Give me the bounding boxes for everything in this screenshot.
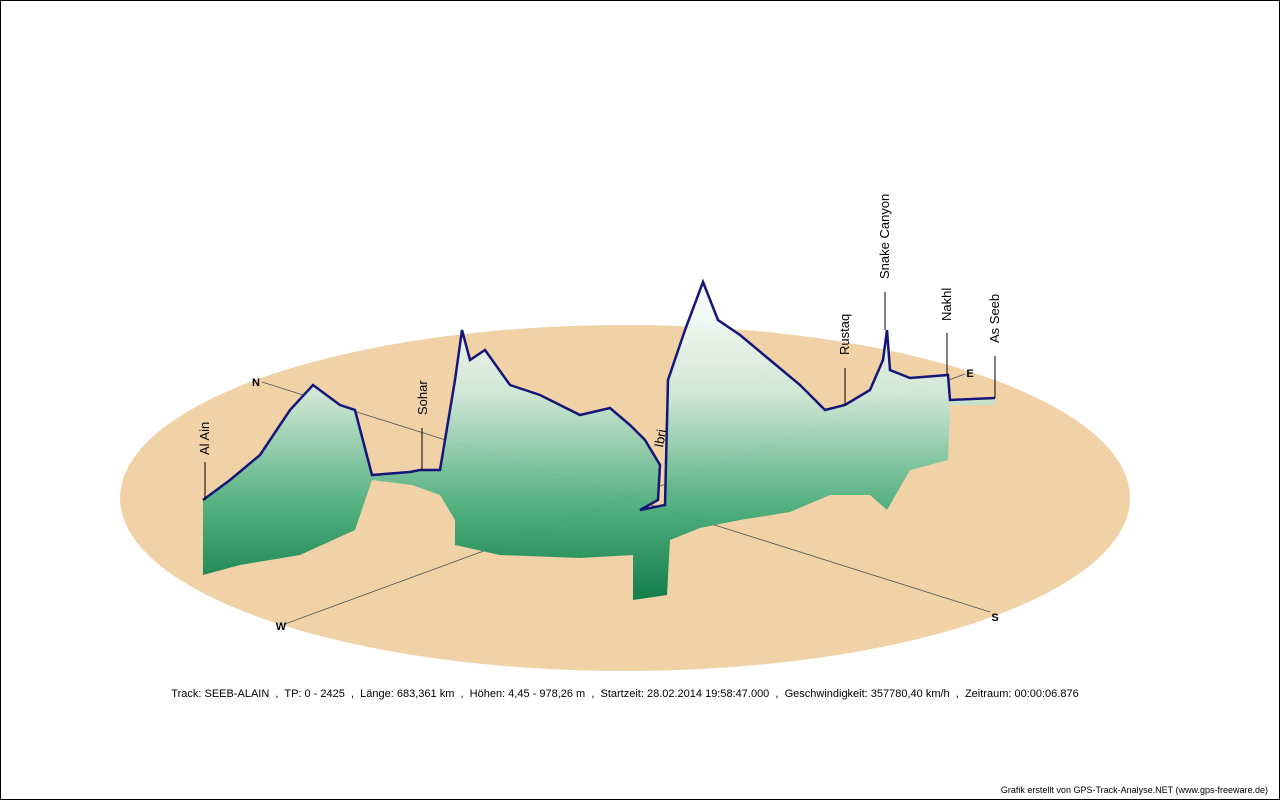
waypoint-label: As Seeb [987,294,1002,343]
waypoint-label: Snake Canyon [877,194,892,279]
credit: Grafik erstellt von GPS-Track-Analyse.NE… [1001,785,1268,795]
waypoint-pins [204,292,996,500]
compass-w: W [276,621,287,633]
compass-s: S [991,612,998,624]
waypoint-label: Ibri [651,428,669,448]
terrain [203,282,995,600]
waypoint-label: Rustaq [837,314,852,355]
waypoint-label: Sohar [415,380,430,415]
track-info: Track: SEEB-ALAIN , TP: 0 - 2425 , Länge… [171,688,1078,700]
profile-line [202,278,996,512]
compass-e: E [966,368,973,380]
waypoint-label: Nakhl [939,288,954,321]
waypoint-label: Al Ain [197,422,212,455]
compass-n: N [252,377,260,389]
